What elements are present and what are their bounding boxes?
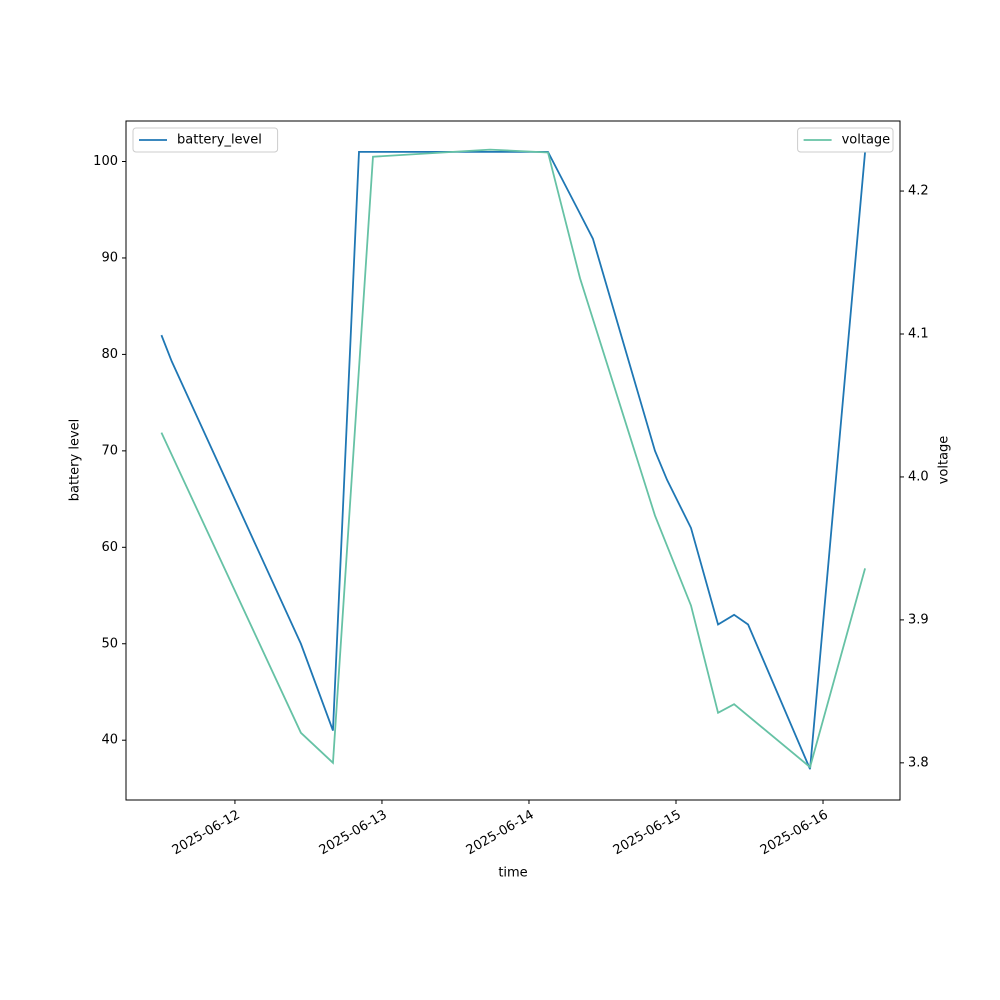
y2-tick-label: 3.8 xyxy=(908,755,929,770)
legend-label: battery_level xyxy=(177,133,262,148)
series-line xyxy=(160,148,866,769)
y2-tick-label: 4.0 xyxy=(908,469,929,484)
y-tick-label: 90 xyxy=(101,250,118,265)
x-tick-label: 2025-06-15 xyxy=(611,808,684,859)
y2-tick-label: 3.9 xyxy=(908,612,929,627)
x-tick-label: 2025-06-14 xyxy=(464,808,537,859)
x-tick-label: 2025-06-12 xyxy=(170,808,243,859)
y2-tick-label: 4.2 xyxy=(908,184,929,199)
y-tick-label: 100 xyxy=(93,154,118,169)
legend-label: voltage xyxy=(842,133,891,148)
x-tick-label: 2025-06-16 xyxy=(758,808,831,859)
y-tick-label: 40 xyxy=(101,733,118,748)
series-line xyxy=(160,150,866,770)
y2-tick-label: 4.1 xyxy=(908,326,929,341)
y-tick-label: 60 xyxy=(101,540,118,555)
y2-axis-label: voltage xyxy=(937,436,952,485)
legend-box xyxy=(797,127,894,153)
y-axis-label: battery level xyxy=(68,419,83,502)
legend-box xyxy=(132,127,279,153)
x-axis-label: time xyxy=(498,866,527,881)
plot-frame xyxy=(125,120,901,801)
y-tick-label: 70 xyxy=(101,443,118,458)
x-tick-label: 2025-06-13 xyxy=(317,808,390,859)
y-tick-label: 50 xyxy=(101,636,118,651)
y-tick-label: 80 xyxy=(101,347,118,362)
